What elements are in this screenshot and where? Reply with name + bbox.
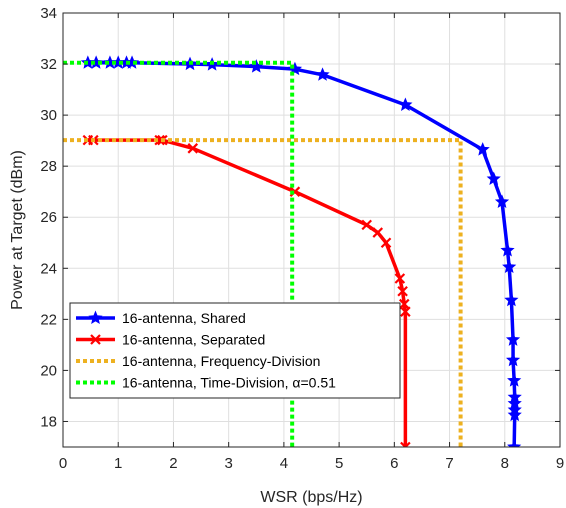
y-tick-label: 20 bbox=[40, 362, 57, 379]
data-point-marker bbox=[507, 407, 522, 422]
data-point-marker bbox=[400, 306, 411, 317]
y-tick-label: 28 bbox=[40, 158, 57, 175]
x-tick-label: 0 bbox=[59, 455, 67, 472]
x-axis-title: WSR (bps/Hz) bbox=[260, 489, 362, 506]
x-tick-label: 3 bbox=[224, 455, 232, 472]
data-point-marker bbox=[187, 143, 199, 154]
data-point-marker bbox=[249, 59, 264, 73]
legend: 16-antenna, Shared 16-antenna, Separated 1… bbox=[69, 302, 401, 399]
data-point-marker bbox=[507, 439, 522, 447]
y-tick-label: 18 bbox=[40, 413, 57, 430]
x-tick-label: 4 bbox=[280, 455, 288, 472]
y-tick-label: 22 bbox=[40, 311, 57, 328]
data-point-marker bbox=[505, 332, 521, 346]
data-point-marker bbox=[380, 237, 392, 249]
axes-frame bbox=[62, 12, 561, 448]
data-point-marker bbox=[486, 171, 501, 185]
data-point-marker bbox=[397, 285, 408, 297]
y-tick-label: 34 bbox=[40, 5, 57, 22]
data-point-marker bbox=[88, 310, 103, 325]
legend-label: 16-antenna, Shared bbox=[122, 310, 246, 326]
data-point-marker bbox=[504, 292, 519, 307]
data-point-marker bbox=[400, 441, 411, 447]
x-tick-label: 8 bbox=[501, 455, 509, 472]
data-point-marker bbox=[500, 242, 515, 257]
y-tick-label: 30 bbox=[40, 107, 57, 124]
x-tick-label: 2 bbox=[169, 455, 177, 472]
data-point-marker bbox=[90, 334, 101, 345]
y-tick-label: 24 bbox=[40, 260, 57, 277]
y-tick-label: 26 bbox=[40, 209, 57, 226]
x-tick-label: 6 bbox=[390, 455, 398, 472]
data-point-marker bbox=[505, 352, 521, 367]
data-point-marker bbox=[289, 186, 301, 197]
x-tick-label: 9 bbox=[556, 455, 564, 472]
y-axis-title: Power at Target (dBm) bbox=[9, 150, 26, 310]
x-tick-label: 5 bbox=[335, 455, 343, 472]
legend-label: 16-antenna, Frequency-Division bbox=[122, 353, 320, 369]
data-point-marker bbox=[475, 142, 490, 156]
data-point-marker bbox=[361, 219, 372, 231]
legend-box bbox=[69, 302, 401, 399]
legend-label: 16-antenna, Time-Division, α=0.51 bbox=[122, 375, 336, 391]
data-point-marker bbox=[372, 227, 384, 238]
data-point-marker bbox=[315, 67, 330, 81]
data-point-marker bbox=[398, 97, 413, 111]
data-point-marker bbox=[154, 134, 165, 146]
x-tick-label: 7 bbox=[445, 455, 453, 472]
data-point-marker bbox=[507, 373, 522, 387]
x-tick-label: 1 bbox=[114, 455, 122, 472]
legend-label: 16-antenna, Separated bbox=[122, 332, 265, 348]
data-point-marker bbox=[494, 194, 510, 208]
data-point-marker bbox=[394, 273, 406, 284]
series-line bbox=[63, 138, 463, 447]
data-point-marker bbox=[502, 259, 517, 274]
y-tick-label: 32 bbox=[40, 56, 57, 73]
